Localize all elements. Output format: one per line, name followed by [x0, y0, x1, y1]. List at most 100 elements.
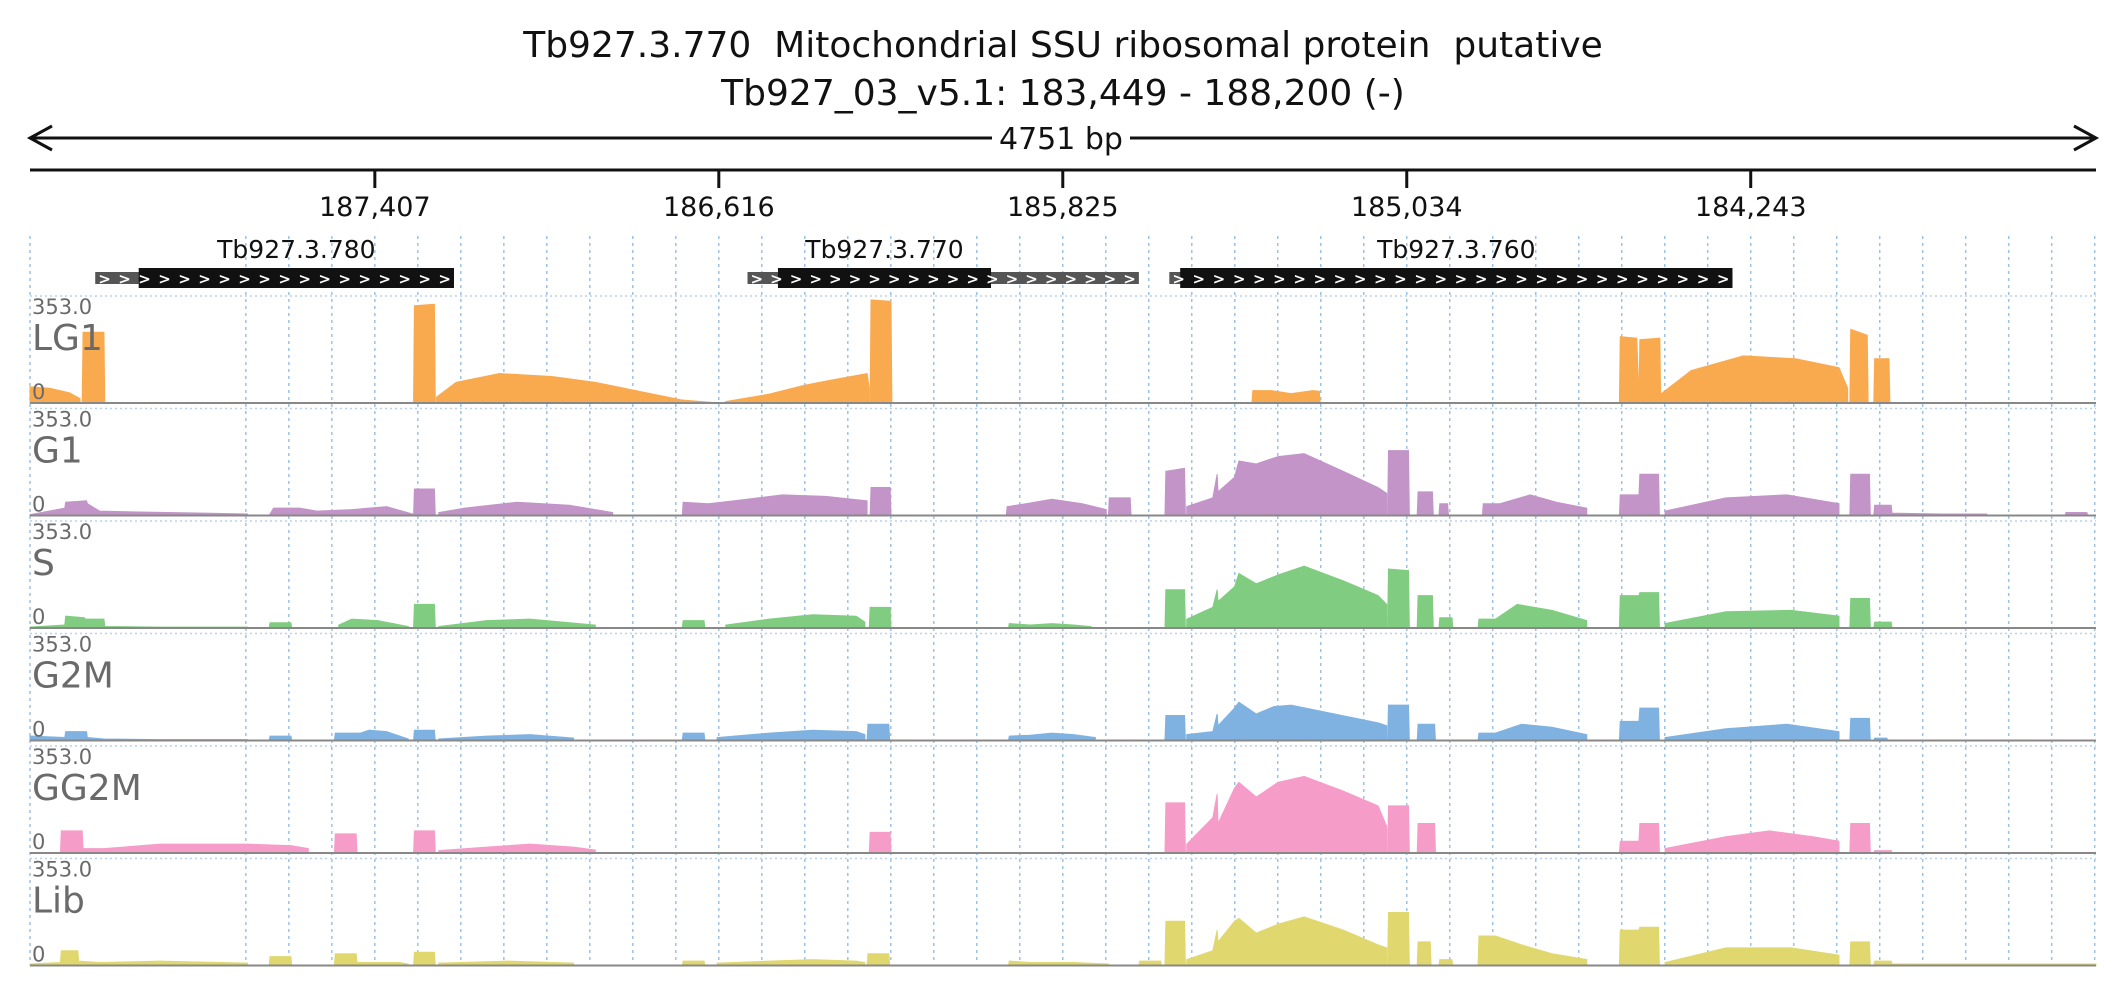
coverage-area-7: [1107, 497, 1132, 516]
coverage-area-12: [1387, 911, 1410, 966]
track-g1: 353.0 0 G1: [29, 408, 2096, 517]
gene-cds: [138, 268, 454, 288]
coverage-area-9: [1186, 453, 1388, 516]
track-name: G2M: [32, 656, 114, 697]
track-gg2m: 353.0 0 GG2M: [30, 745, 2096, 854]
x-axis: 187,407 186,616 185,825 185,034 184,243: [30, 168, 2096, 223]
coverage-area-2: [413, 303, 436, 404]
coverage-area-11: [1416, 491, 1434, 516]
coverage-area-13: [1481, 494, 1588, 516]
coverage-area-15: [1664, 494, 1840, 516]
coverage-area-1: [333, 833, 358, 854]
x-tick-label-2: 185,825: [1007, 192, 1119, 223]
track-max-label: 353.0: [32, 633, 92, 657]
coverage-area-17: [1873, 504, 1988, 516]
gene-track: >>>>>>>>>>>>>>>>>>Tb927.3.780 >>>>>>>>>>>…: [95, 235, 1733, 288]
coverage-area-9: [1618, 823, 1660, 854]
track-max-label: 353.0: [32, 408, 92, 432]
coverage-area-17: [1664, 947, 1840, 966]
coverage-area-10: [1164, 920, 1186, 966]
coverage-area-3: [436, 373, 714, 404]
track-min-label: 0: [32, 493, 45, 517]
coverage-area-8: [1007, 732, 1096, 741]
coverage-area-9: [1164, 589, 1186, 629]
track-max-label: 353.0: [32, 295, 92, 319]
chart-subtitle: Tb927_03_v5.1: 183,449 - 188,200 (-): [721, 73, 1405, 114]
span-arrow-right: [2073, 124, 2100, 152]
coverage-area-15: [1618, 592, 1660, 629]
coverage-area-12: [1438, 503, 1450, 516]
coverage-area-4: [725, 372, 870, 404]
grid-lines: [29, 236, 2096, 963]
track-lg1: 353.0 0 LG1: [29, 295, 2096, 404]
gene-2: >>>>>>>>>>>>>>>>>>>>>>>>>>>>Tb927.3.760: [1169, 235, 1733, 288]
coverage-area-14: [1477, 603, 1588, 629]
coverage-area-6: [725, 614, 866, 629]
coverage-area-1: [268, 956, 293, 966]
coverage-area-9: [1164, 714, 1186, 741]
coverage-area-14: [1618, 473, 1660, 516]
track-min-label: 0: [32, 830, 45, 854]
track-name: G1: [32, 431, 83, 472]
coverage-area-3: [438, 843, 596, 854]
gene-label: Tb927.3.760: [1376, 235, 1535, 264]
coverage-tracks: 353.00LG1353.00G1353.00S353.00G2M353.00G…: [29, 295, 2097, 967]
coverage-area-7: [1618, 336, 1662, 404]
coverage-area-5: [1164, 802, 1186, 854]
coverage-area-5: [869, 299, 893, 404]
coverage-area-0: [29, 731, 248, 741]
coverage-area-3: [413, 951, 436, 966]
coverage-area-12: [1416, 595, 1434, 629]
track-name: LG1: [32, 318, 103, 359]
coverage-area-7: [868, 606, 892, 629]
coverage-area-0: [29, 500, 248, 516]
coverage-area-18: [1849, 941, 1871, 966]
coverage-area-16: [1849, 473, 1871, 516]
coverage-area-0: [29, 950, 248, 966]
gene-0: >>>>>>>>>>>>>>>>>>Tb927.3.780: [95, 235, 454, 288]
coverage-area-8: [1164, 467, 1186, 516]
coverage-area-6: [1005, 498, 1107, 516]
track-lib: 353.0 0 Lib: [29, 858, 2097, 967]
track-max-label: 353.0: [32, 520, 92, 544]
coverage-area-5: [869, 487, 892, 516]
track-max-label: 353.0: [32, 858, 92, 882]
coverage-area-5: [681, 620, 706, 629]
gene-label: Tb927.3.780: [216, 235, 375, 264]
track-min-label: 0: [32, 605, 45, 629]
coverage-area-11: [1387, 704, 1410, 741]
x-tick-label-4: 184,243: [1695, 192, 1807, 223]
gene-cds: [777, 268, 992, 288]
span-arrow-left: [26, 124, 53, 152]
coverage-area-11: [1387, 568, 1410, 629]
track-name: Lib: [32, 881, 85, 922]
coverage-area-10: [1186, 701, 1388, 741]
track-max-label: 353.0: [32, 745, 92, 769]
track-name: S: [32, 543, 55, 584]
coverage-area-13: [1416, 941, 1432, 966]
coverage-area-13: [1438, 617, 1454, 629]
coverage-area-6: [1251, 390, 1321, 404]
coverage-area-12: [1416, 723, 1436, 741]
coverage-area-3: [412, 729, 436, 741]
coverage-area-8: [1416, 823, 1436, 854]
coverage-area-4: [438, 618, 596, 629]
track-min-label: 0: [32, 718, 45, 742]
span-label: 4751 bp: [999, 122, 1123, 157]
coverage-area-2: [413, 830, 436, 854]
track-min-label: 0: [32, 380, 45, 404]
coverage-area-1: [268, 506, 414, 516]
coverage-area-2: [413, 488, 436, 516]
gene-label: Tb927.3.770: [804, 235, 963, 264]
coverage-area-0: [59, 830, 309, 854]
track-min-label: 0: [32, 943, 45, 967]
coverage-area-2: [338, 618, 409, 629]
coverage-area-3: [413, 603, 436, 629]
coverage-area-4: [681, 494, 868, 516]
x-tick-label-1: 186,616: [663, 192, 775, 223]
track-g2m: 353.0 0 G2M: [29, 633, 2096, 742]
coverage-area-11: [1849, 823, 1871, 854]
x-tick-label-3: 185,034: [1351, 192, 1463, 223]
coverage-area-6: [716, 729, 866, 741]
